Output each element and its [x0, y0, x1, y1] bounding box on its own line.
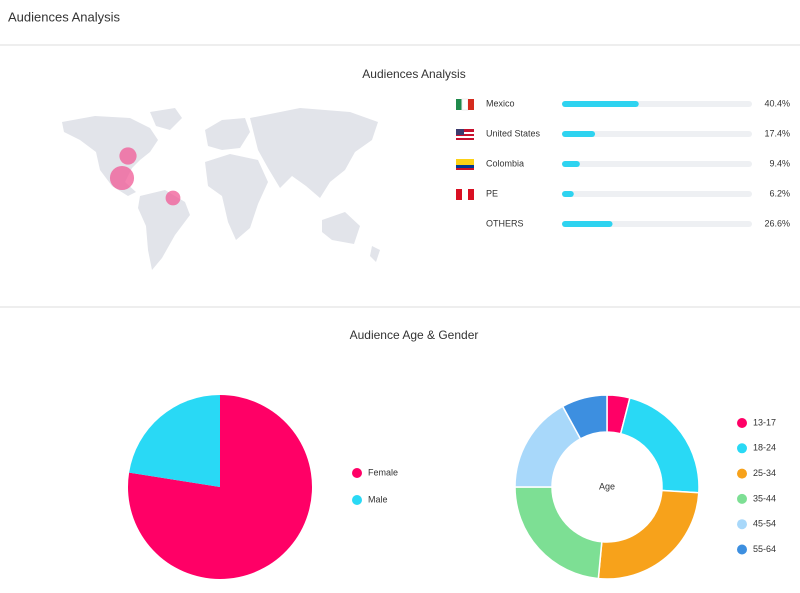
map-bubble — [165, 190, 181, 206]
legend-label: Male — [368, 494, 388, 504]
flag-peru — [456, 189, 474, 200]
slice — [561, 394, 608, 440]
country-name: Colombia — [486, 158, 524, 168]
slice — [129, 395, 220, 487]
legend-label: Female — [368, 467, 398, 477]
slice — [597, 489, 700, 580]
flag-usa — [456, 129, 474, 140]
bar — [562, 191, 574, 197]
value-label: 17.4% — [764, 128, 790, 138]
center-label: Age — [599, 481, 615, 491]
legend-swatch — [737, 443, 747, 454]
country-name: PE — [486, 188, 498, 198]
page-title: Audiences Analysis — [8, 9, 121, 24]
value-label: 6.2% — [769, 188, 790, 198]
value-label: 40.4% — [764, 98, 790, 108]
map-bubble — [119, 147, 137, 165]
legend-label: 18-24 — [753, 443, 776, 453]
legend-label: 45-54 — [753, 519, 776, 529]
legend-swatch — [352, 495, 362, 505]
bar — [562, 161, 580, 167]
bar-track — [562, 161, 752, 167]
bar-track — [562, 191, 752, 197]
bar — [562, 221, 613, 227]
legend-swatch — [737, 468, 747, 479]
legend-label: 13-17 — [753, 417, 776, 427]
value-label: 9.4% — [769, 158, 790, 168]
legend-swatch — [737, 544, 747, 555]
country-name: OTHERS — [486, 218, 524, 228]
legend-swatch — [737, 519, 747, 530]
country-name: United States — [486, 128, 541, 138]
country-name: Mexico — [486, 98, 515, 108]
bar — [562, 101, 639, 107]
legend-label: 55-64 — [753, 544, 776, 554]
slice — [514, 486, 603, 580]
section-title: Audiences Analysis — [362, 67, 465, 81]
legend-swatch — [737, 493, 747, 504]
legend-label: 25-34 — [753, 468, 776, 478]
section-title: Audience Age & Gender — [350, 328, 479, 342]
slice — [619, 396, 700, 494]
legend-label: 35-44 — [753, 493, 776, 503]
legend-swatch — [352, 468, 362, 478]
flag-mexico — [456, 98, 474, 111]
bar — [562, 131, 596, 137]
map-bubble — [109, 165, 135, 191]
bar-track — [562, 131, 752, 137]
legend-swatch — [737, 418, 747, 428]
flag-colombia — [456, 159, 474, 170]
world-map — [62, 108, 380, 270]
value-label: 26.6% — [764, 218, 790, 228]
